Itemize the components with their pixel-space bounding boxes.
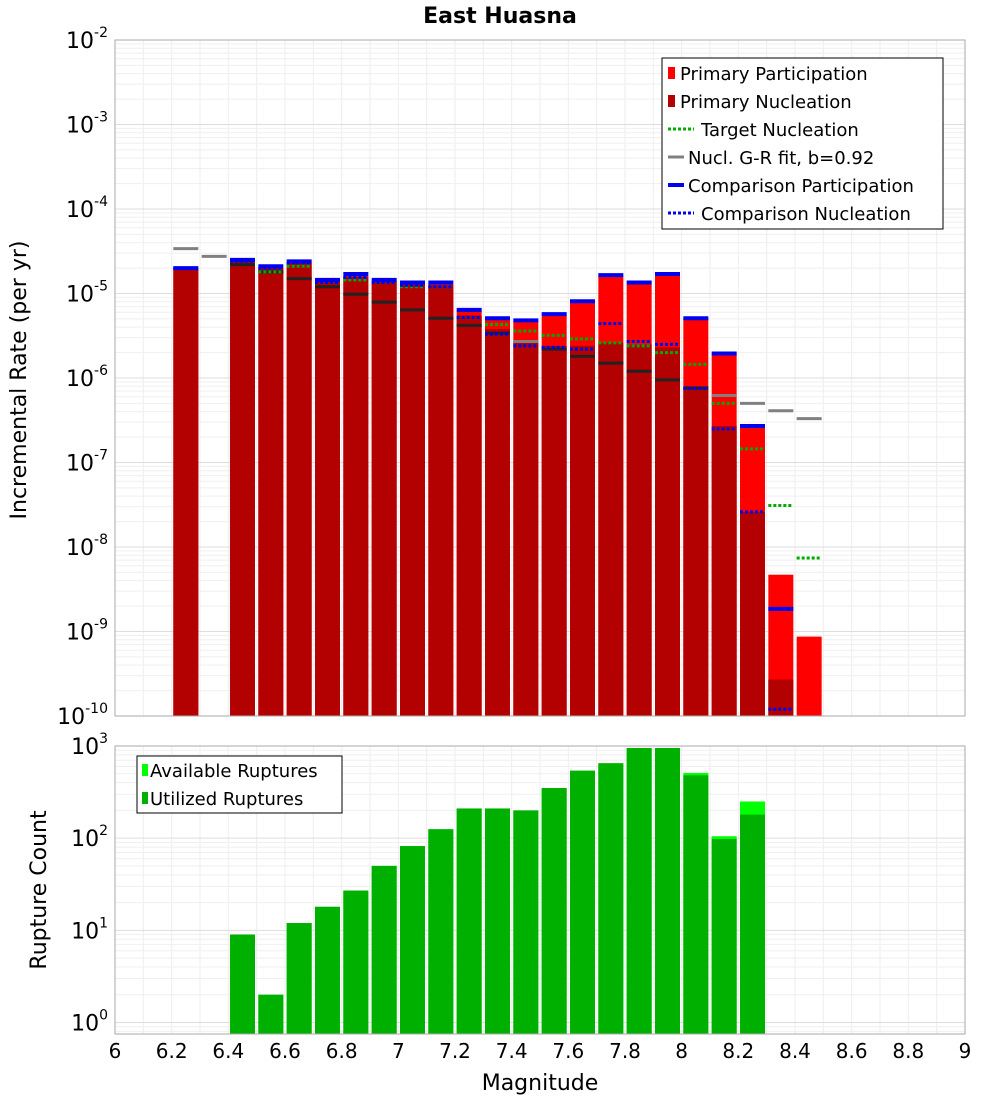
bottom-legend: Available Ruptures Utilized Ruptures [136,755,343,814]
x-tick-label: 6.8 [326,1039,358,1063]
utilized-ruptures-bar [343,890,369,1034]
primary-nucleation-bar [371,281,397,716]
bottom-legend-box [136,755,343,814]
top-y-tick-label: 10-9 [66,617,108,646]
bottom-y-tick-label: 100 [71,1007,108,1036]
top-y-tick-label: 10-8 [66,532,108,561]
primary-nucleation-bar [258,268,284,716]
legend-label-gr-fit: Nucl. G-R fit, b=0.92 [688,148,874,169]
primary-nucleation-bar [230,261,255,716]
legend-label-comparison-participation: Comparison Participation [688,176,914,197]
utilized-ruptures-bar [230,934,255,1034]
x-tick-label: 8 [675,1039,688,1063]
primary-nucleation-bar [626,344,652,716]
x-tick-label: 6 [109,1039,122,1063]
primary-participation-bar [796,636,822,716]
top-y-tick-label: 10-4 [66,194,108,223]
chart-title: East Huasna [423,4,577,29]
utilized-ruptures-bar [371,865,397,1034]
utilized-ruptures-bar [485,808,510,1034]
top-y-tick-labels: 10-10 10-9 10-8 10-7 10-6 10-5 10-4 10-3 10-2 [57,25,108,730]
primary-nucleation-bar [400,283,425,716]
primary-nucleation-bar [655,347,680,716]
top-y-tick-label: 10-6 [66,363,108,392]
primary-nucleation-bar [541,345,567,716]
x-tick-label: 6.6 [269,1039,301,1063]
bottom-y-tick-label: 101 [71,915,108,944]
bottom-plot-frame [114,745,966,1035]
bottom-y-tick-labels: 100 101 102 103 [71,731,108,1036]
legend-label-utilized-ruptures: Utilized Ruptures [150,789,303,810]
primary-nucleation-bar [711,426,737,716]
x-tick-label: 8.6 [836,1039,868,1063]
legend-label-target-nucleation: Target Nucleation [700,120,859,141]
x-tick-label: 7.4 [496,1039,528,1063]
legend-swatch-available-ruptures [142,764,148,776]
utilized-ruptures-bar [598,763,624,1034]
legend-swatch-utilized-ruptures [142,792,148,804]
primary-nucleation-bar [598,342,624,716]
legend-swatch-primary-participation [668,67,675,79]
x-tick-label: 8.4 [779,1039,811,1063]
top-y-axis-label: Incremental Rate (per yr) [7,241,32,520]
x-tick-label: 7.2 [439,1039,471,1063]
utilized-ruptures-bar [456,808,482,1034]
x-tick-label: 7.8 [609,1039,641,1063]
x-tick-label: 6.2 [156,1039,188,1063]
utilized-ruptures-bar [683,775,709,1034]
top-plot-frame [114,39,966,717]
primary-nucleation-bar [343,276,369,716]
bottom-chart-grid [114,746,966,1034]
top-y-tick-label: 10-2 [66,25,108,54]
primary-nucleation-bar [286,262,312,716]
legend-label-primary-nucleation: Primary Nucleation [680,92,852,113]
primary-nucleation-bar [485,329,510,716]
legend-swatch-primary-nucleation [668,95,675,107]
utilized-ruptures-bar [711,838,737,1034]
x-tick-label: 7.6 [552,1039,584,1063]
primary-nucleation-bar [683,386,709,716]
x-tick-label: 9 [959,1039,972,1063]
top-y-tick-label: 10-5 [66,279,108,308]
utilized-ruptures-bar [541,788,567,1034]
utilized-ruptures-bar [655,748,680,1034]
x-axis-label: Magnitude [482,1071,599,1096]
legend-label-primary-participation: Primary Participation [680,64,868,85]
top-y-tick-label: 10-3 [66,110,108,139]
top-legend: Primary Participation Primary Nucleation… [661,57,944,230]
utilized-ruptures-bar [740,814,765,1034]
x-tick-label: 7 [392,1039,405,1063]
primary-nucleation-bar [740,511,765,716]
primary-nucleation-bar [315,281,340,716]
x-tick-labels: 6 6.2 6.4 6.6 6.8 7 7.2 7.4 7.6 7.8 8 8.2 8.4 8.6 8.8 9 [109,1039,972,1063]
top-legend-box [661,57,944,230]
bottom-y-tick-label: 102 [71,823,108,852]
top-chart-bars [173,261,822,716]
bottom-chart-bars [230,748,765,1034]
primary-nucleation-bar [173,268,199,716]
utilized-ruptures-bar [315,906,340,1034]
utilized-ruptures-bar [626,748,652,1034]
bottom-y-tick-label: 103 [71,731,108,760]
legend-label-available-ruptures: Available Ruptures [150,761,318,782]
top-y-tick-label: 10-10 [57,701,108,730]
primary-nucleation-bar [570,345,595,716]
x-tick-label: 6.4 [212,1039,244,1063]
primary-nucleation-bar [513,341,539,716]
bottom-y-axis-label: Rupture Count [27,810,52,970]
primary-nucleation-bar [428,285,454,716]
primary-nucleation-bar [456,315,482,716]
utilized-ruptures-bar [400,846,425,1034]
utilized-ruptures-bar [570,770,595,1034]
x-tick-label: 8.2 [722,1039,754,1063]
x-tick-label: 8.8 [892,1039,924,1063]
top-y-tick-label: 10-7 [66,448,108,477]
utilized-ruptures-bar [513,810,539,1034]
utilized-ruptures-bar [286,923,312,1034]
top-chart-lines [173,247,822,711]
utilized-ruptures-bar [428,829,454,1034]
utilized-ruptures-bar [258,994,284,1034]
legend-label-comparison-nucleation: Comparison Nucleation [701,204,911,225]
